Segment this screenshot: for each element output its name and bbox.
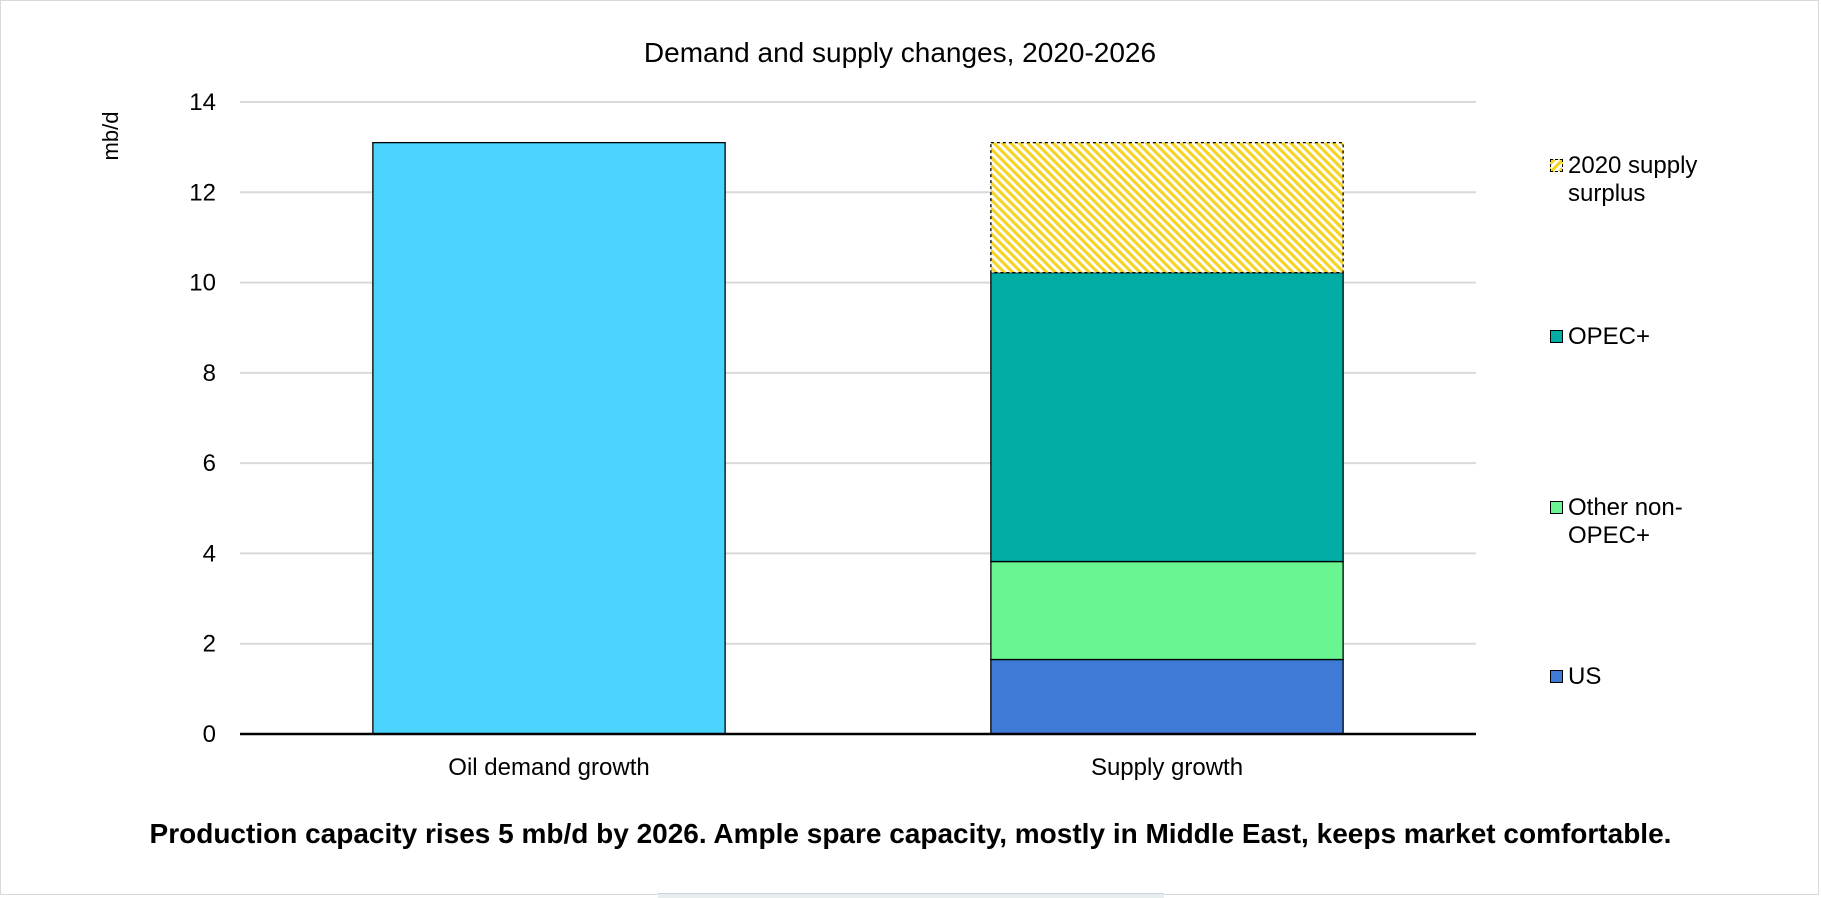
- bottom-tab-strip: [658, 893, 1164, 898]
- legend-label-other-non-opec-plus: Other non-OPEC+: [1568, 494, 1683, 549]
- y-tick-label-10: 10: [189, 270, 216, 297]
- y-tick-label-6: 6: [203, 450, 216, 477]
- legend-item-us: US: [1550, 663, 1738, 691]
- y-axis-label: mb/d: [98, 112, 123, 161]
- bar-us-1: [990, 658, 1344, 735]
- y-tick-label-4: 4: [203, 540, 216, 567]
- legend-label-opec-plus: OPEC+: [1568, 323, 1651, 350]
- bar-opec--1: [990, 271, 1344, 563]
- legend-label-us: US: [1568, 663, 1602, 690]
- legend-item-other-non-opec-plus: Other non-OPEC+: [1550, 494, 1708, 550]
- legend-item-opec-plus: OPEC+: [1550, 323, 1738, 351]
- legend-swatch-other-non-opec-plus: [1550, 501, 1563, 514]
- x-tick-label-1: Supply growth: [1091, 754, 1243, 781]
- legend-label-2020-supply-surplus: 2020 supply surplus: [1568, 152, 1698, 207]
- y-tick-label-14: 14: [189, 89, 216, 116]
- x-tick-label-0: Oil demand growth: [448, 754, 649, 781]
- y-tick-label-12: 12: [189, 179, 216, 206]
- bar-other-non-opec--1: [990, 560, 1344, 661]
- bar-2020-supply-surplus-1: [990, 141, 1344, 274]
- legend-item-2020-supply-surplus: 2020 supply surplus: [1550, 152, 1738, 208]
- legend-swatch-2020-supply-surplus: [1550, 159, 1563, 172]
- chart-title: Demand and supply changes, 2020-2026: [644, 37, 1156, 68]
- legend-swatch-us: [1550, 670, 1563, 683]
- y-tick-label-2: 2: [203, 631, 216, 658]
- y-tick-label-0: 0: [203, 721, 216, 748]
- x-axis-ticks: Oil demand growth Supply growth: [448, 754, 1243, 781]
- y-axis-ticks: 0 2 4 6 8 10 12 14: [189, 89, 216, 748]
- bars: [372, 141, 1344, 735]
- legend-swatch-opec-plus: [1550, 330, 1563, 343]
- chart-caption: Production capacity rises 5 mb/d by 2026…: [149, 818, 1672, 849]
- y-tick-label-8: 8: [203, 360, 216, 387]
- legend: 2020 supply surplus OPEC+ Other non-OPEC…: [1550, 0, 1810, 897]
- bar-demand-0: [372, 141, 726, 735]
